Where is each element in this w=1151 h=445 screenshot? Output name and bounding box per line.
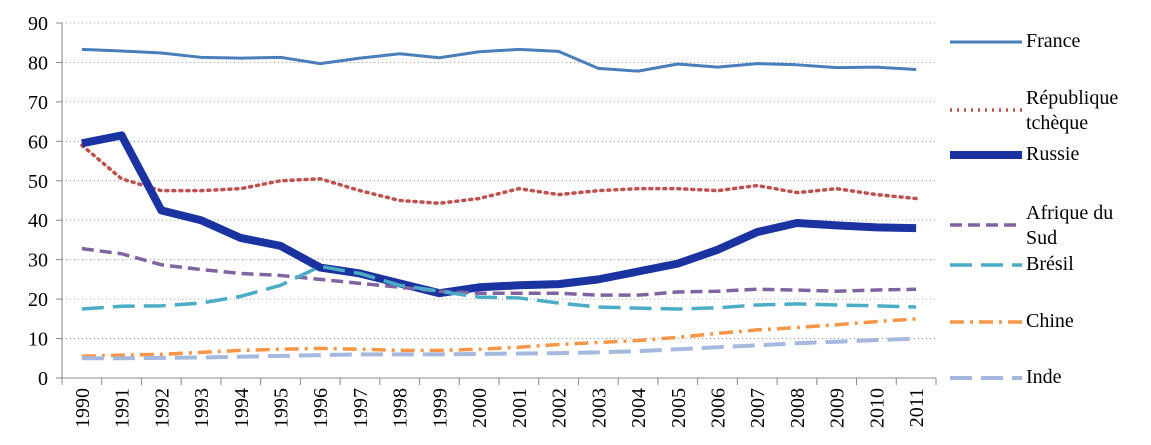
x-tick-label: 1995 [271,388,293,428]
x-tick-label: 2007 [747,388,769,428]
x-tick-label: 2001 [509,388,531,428]
y-tick-label: 80 [28,52,48,74]
x-tick-label: 2010 [866,388,888,428]
legend-label: France [1026,30,1081,52]
legend-label: Afrique du Sud [1026,202,1114,249]
x-tick-label: 2008 [787,388,809,428]
x-tick-label: 2003 [588,388,610,428]
y-tick-label: 70 [28,92,48,114]
x-tick-label: 2004 [628,388,650,428]
y-tick-label: 0 [38,368,48,390]
series-line [81,246,917,297]
legend-label: Brésil [1026,253,1074,275]
x-tick-label: 1994 [231,388,253,428]
x-tick-label: 1996 [310,388,332,428]
series-line [80,143,918,206]
x-tick-label: 1999 [429,388,451,428]
x-tick-label: 2011 [906,388,928,427]
x-tick-label: 2005 [668,388,690,428]
series-line [81,47,917,73]
x-tick-label: 2006 [708,388,730,428]
y-tick-label: 20 [28,289,48,311]
y-tick-label: 40 [28,210,48,232]
x-tick-label: 1991 [112,388,134,428]
y-tick-label: 50 [28,171,48,193]
series-line [81,264,917,311]
series-line [81,317,917,359]
legend-label: Inde [1026,366,1062,388]
y-tick-label: 90 [28,13,48,35]
series-line [81,131,917,298]
y-tick-label: 30 [28,250,48,272]
legend-label: Russie [1026,143,1080,165]
legend-label: République tchèque [1026,87,1119,134]
x-tick-label: 2000 [469,388,491,428]
series-line [81,336,917,361]
x-tick-label: 2002 [549,388,571,428]
x-tick-label: 1990 [72,388,94,428]
legend-label: Chine [1026,310,1074,332]
y-tick-label: 10 [28,329,48,351]
x-tick-label: 1993 [191,388,213,428]
x-tick-label: 1997 [350,388,372,428]
x-tick-label: 2009 [827,388,849,428]
x-tick-label: 1992 [151,388,173,428]
y-tick-label: 60 [28,131,48,153]
x-tick-label: 1998 [390,388,412,428]
